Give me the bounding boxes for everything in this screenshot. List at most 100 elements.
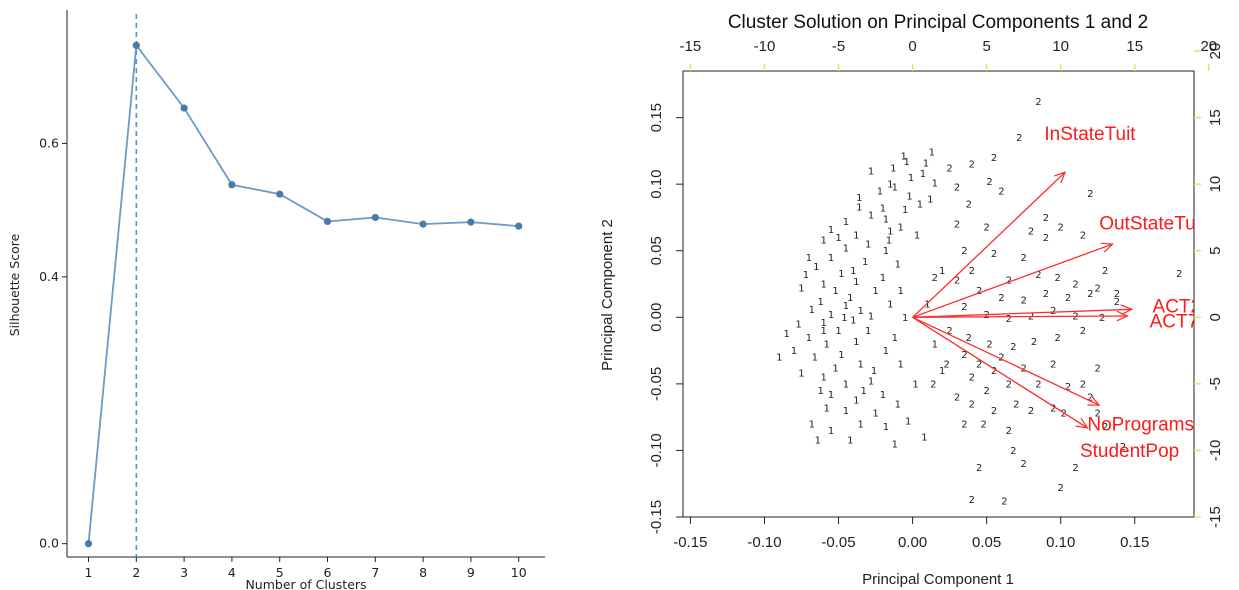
x-tick-label: 0.15 <box>1120 534 1149 551</box>
cluster-2-point: 2 <box>1055 273 1061 284</box>
y-tick-label: 0.05 <box>648 236 665 265</box>
cluster-1-point: 1 <box>828 426 834 437</box>
cluster-1-point: 1 <box>921 433 927 444</box>
cluster-2-point: 2 <box>1043 289 1049 300</box>
data-point <box>419 220 427 228</box>
cluster-1-point: 1 <box>828 310 834 321</box>
y-tick-label: 0.0 <box>39 536 59 551</box>
cluster-2-point: 2 <box>1020 253 1026 264</box>
cluster-1-point: 1 <box>843 406 849 417</box>
cluster-1-point: 1 <box>847 435 853 446</box>
cluster-1-point: 1 <box>880 390 886 401</box>
right-tick-label: 5 <box>1207 247 1224 255</box>
cluster-2-point: 2 <box>976 463 982 474</box>
cluster-1-point: 1 <box>892 182 898 193</box>
cluster-2-point: 2 <box>976 286 982 297</box>
cluster-2-point: 2 <box>983 222 989 233</box>
y-tick-label: 0.10 <box>648 170 665 199</box>
cluster-1-point: 1 <box>903 157 909 168</box>
cluster-1-point: 1 <box>795 319 801 330</box>
x-tick-label: -0.05 <box>821 534 855 551</box>
cluster-2-point: 2 <box>1087 393 1093 404</box>
cluster-2-point: 2 <box>943 359 949 370</box>
cluster-2-point: 2 <box>969 266 975 277</box>
y-tick-label: -0.15 <box>648 500 665 534</box>
cluster-1-point: 1 <box>821 318 827 329</box>
cluster-2-point: 2 <box>1035 379 1041 390</box>
y-tick-label: 0.4 <box>39 269 59 284</box>
data-point <box>228 181 236 189</box>
cluster-2-point: 2 <box>1006 426 1012 437</box>
cluster-2-point: 2 <box>1035 97 1041 108</box>
cluster-2-point: 2 <box>1050 359 1056 370</box>
cluster-2-point: 2 <box>1016 133 1022 144</box>
cluster-1-point: 1 <box>902 313 908 324</box>
cluster-1-point: 1 <box>898 359 904 370</box>
cluster-1-point: 1 <box>868 210 874 221</box>
cluster-1-point: 1 <box>843 379 849 390</box>
cluster-1-point: 1 <box>929 148 935 159</box>
cluster-1-point: 1 <box>818 386 824 397</box>
x-axis-label: Principal Component 1 <box>862 571 1014 588</box>
plot-frame <box>682 70 1195 518</box>
loading-label: ACT75 <box>1150 311 1209 332</box>
loading-arrow <box>912 244 1113 318</box>
top-tick-label: -10 <box>754 38 776 55</box>
cluster-2-point: 2 <box>961 302 967 313</box>
left-chart-axes <box>66 10 545 558</box>
cluster-1-point: 1 <box>798 284 804 295</box>
cluster-2-point: 2 <box>991 153 997 164</box>
cluster-1-point: 1 <box>856 193 862 204</box>
cluster-2-point: 2 <box>954 220 960 231</box>
cluster-2-point: 2 <box>969 160 975 171</box>
x-tick-label: 2 <box>132 565 140 580</box>
data-point <box>84 540 93 548</box>
loading-label: OutStateTuit <box>1099 213 1206 234</box>
cluster-1-point: 1 <box>883 346 889 357</box>
cluster-1-point: 1 <box>898 286 904 297</box>
cluster-2-point: 2 <box>1028 226 1034 237</box>
cluster-1-point: 1 <box>853 395 859 406</box>
cluster-2-point: 2 <box>1055 333 1061 344</box>
cluster-1-point: 1 <box>858 359 864 370</box>
top-tick-label: -15 <box>680 38 702 55</box>
cluster-1-point: 1 <box>843 301 849 312</box>
cluster-2-point: 2 <box>961 419 967 430</box>
right-tick-label: 15 <box>1207 109 1224 126</box>
cluster-1-point: 1 <box>914 230 920 241</box>
cluster-2-point: 2 <box>1020 363 1026 374</box>
cluster-1-point: 1 <box>835 326 841 337</box>
cluster-1-point: 1 <box>901 152 907 163</box>
cluster-2-point: 2 <box>954 182 960 193</box>
cluster-1-point: 1 <box>908 173 914 184</box>
cluster-1-point: 1 <box>895 260 901 271</box>
cluster-1-point: 1 <box>832 363 838 374</box>
cluster-2-point: 2 <box>998 353 1004 364</box>
cluster-1-point: 1 <box>880 204 886 215</box>
cluster-1-point: 1 <box>932 339 938 350</box>
y-tick-label: 0.00 <box>648 303 665 332</box>
cluster-2-point: 2 <box>986 339 992 350</box>
cluster-1-point: 1 <box>883 246 889 257</box>
y-tick-label: -0.10 <box>648 433 665 467</box>
cluster-1-point: 1 <box>865 240 871 251</box>
cluster-2-point: 2 <box>1058 483 1064 494</box>
cluster-2-point: 2 <box>1058 222 1064 233</box>
x-axis-label: Number of Clusters <box>245 577 366 590</box>
chart-title: Cluster Solution on Principal Components… <box>728 12 1148 33</box>
cluster-2-point: 2 <box>1072 280 1078 291</box>
cluster-2-point: 2 <box>1028 311 1034 322</box>
cluster-1-point: 1 <box>887 180 893 191</box>
right-tick-label: -15 <box>1207 506 1224 528</box>
cluster-2-point: 2 <box>976 359 982 370</box>
cluster-1-point: 1 <box>862 257 868 268</box>
cluster-1-point: 1 <box>850 315 856 326</box>
x-tick-label: -0.15 <box>673 534 707 551</box>
cluster-1-point: 1 <box>828 225 834 236</box>
cluster-2-point: 2 <box>1010 446 1016 457</box>
cluster-1-point: 1 <box>917 200 923 211</box>
cluster-2-point: 2 <box>1065 293 1071 304</box>
cluster-2-point: 2 <box>1043 233 1049 244</box>
cluster-2-point: 2 <box>1102 266 1108 277</box>
cluster-1-point: 1 <box>838 350 844 361</box>
